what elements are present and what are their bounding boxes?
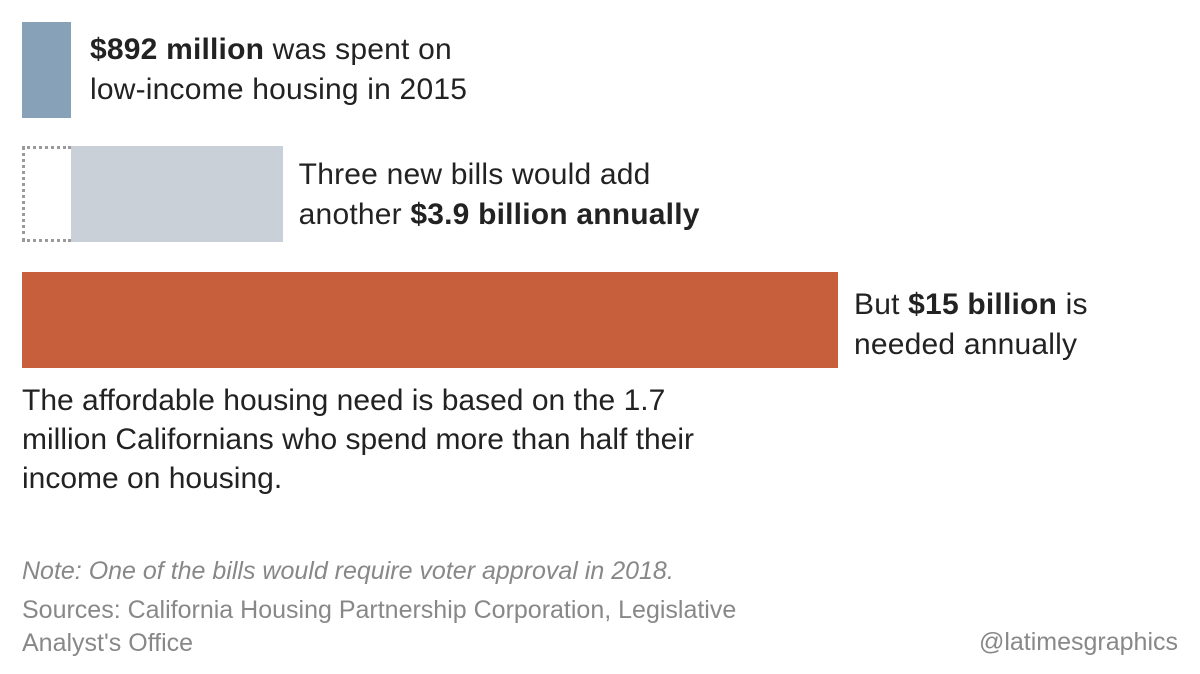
sources-text: Sources: California Housing Partnership … xyxy=(22,596,737,657)
label-2015-line1: $892 million was spent on xyxy=(90,33,452,66)
note-text: Note: One of the bills would require vot… xyxy=(22,557,674,585)
label-2015-line2: low-income housing in 2015 xyxy=(90,73,468,106)
bar-needed-annually xyxy=(22,272,838,368)
label-bills-bold: $3.9 billion annually xyxy=(410,198,700,231)
label-2015-after: was spent on xyxy=(264,33,452,66)
bar-new-bills-added xyxy=(70,146,283,242)
credit-text: @latimesgraphics xyxy=(978,628,1178,656)
label-needed-annually: But $15 billion is needed annually xyxy=(854,285,1088,365)
bar-new-bills xyxy=(22,146,283,242)
label-needed-before: But xyxy=(854,288,909,321)
bar-new-bills-existing-outline xyxy=(22,146,71,242)
label-needed-after: is xyxy=(1057,288,1088,321)
label-needed-bold: $15 billion xyxy=(908,288,1058,321)
label-bills-line1: Three new bills would add xyxy=(298,158,651,191)
label-2015-bold: $892 million xyxy=(90,33,265,66)
label-needed-line2: needed annually xyxy=(854,328,1078,361)
label-needed-line1: But $15 billion is xyxy=(854,288,1088,321)
label-bills-line2: another $3.9 billion annually xyxy=(299,198,700,231)
label-2015-spending: $892 million was spent on low-income hou… xyxy=(90,30,467,110)
bar-2015-spending xyxy=(22,22,71,118)
label-new-bills: Three new bills would add another $3.9 b… xyxy=(299,155,700,235)
label-bills-before: another xyxy=(298,198,411,231)
context-text: The affordable housing need is based on … xyxy=(22,384,695,495)
